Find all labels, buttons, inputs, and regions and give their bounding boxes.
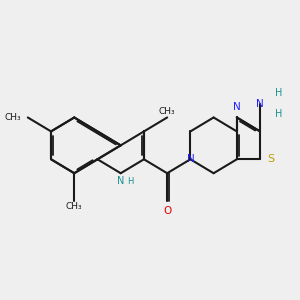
Text: N: N <box>117 176 124 186</box>
Text: CH₃: CH₃ <box>4 113 21 122</box>
Text: N: N <box>233 102 241 112</box>
Text: H: H <box>127 177 133 186</box>
Text: H: H <box>275 110 282 119</box>
Text: N: N <box>187 154 194 164</box>
Text: S: S <box>267 154 274 164</box>
Text: CH₃: CH₃ <box>66 202 82 211</box>
Text: CH₃: CH₃ <box>159 107 176 116</box>
Text: H: H <box>275 88 282 98</box>
Text: N: N <box>256 98 264 109</box>
Text: O: O <box>163 206 171 216</box>
